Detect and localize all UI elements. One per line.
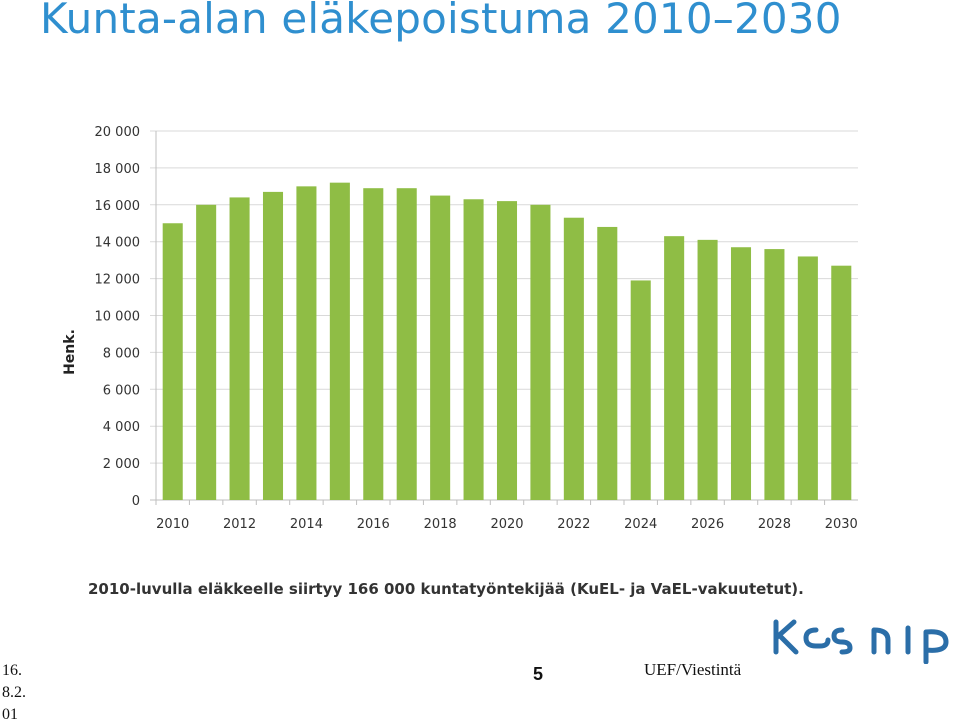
y-tick-label: 10 000 bbox=[95, 310, 141, 325]
page-number: 5 bbox=[533, 664, 544, 684]
slide-title: Kunta-alan eläkepoistuma 2010–2030 bbox=[40, 0, 842, 43]
x-tick-label: 2012 bbox=[223, 517, 256, 532]
y-tick-label: 2 000 bbox=[103, 457, 140, 472]
bar-2023 bbox=[597, 226, 618, 500]
footer-date: 16.8.2.01 bbox=[2, 662, 26, 723]
x-tick-label: 2030 bbox=[825, 517, 858, 532]
bar-2026 bbox=[697, 239, 718, 501]
y-tick-label: 14 000 bbox=[95, 236, 141, 251]
x-tick-label: 2018 bbox=[424, 517, 457, 532]
bars bbox=[162, 182, 852, 501]
x-tick-label: 2020 bbox=[490, 517, 523, 532]
x-tick-label: 2016 bbox=[357, 517, 390, 532]
bar-2013 bbox=[262, 191, 284, 500]
x-tick-labels: 2010 2012 2014 2016 2018 2020 2022 2024 2026 2028… bbox=[156, 517, 858, 532]
x-tick-label: 2022 bbox=[557, 517, 590, 532]
bar-2010 bbox=[162, 223, 183, 500]
bar-2015 bbox=[329, 182, 350, 500]
x-tick-label: 2010 bbox=[156, 517, 189, 532]
bar-2016 bbox=[363, 188, 384, 500]
bar-2018 bbox=[430, 195, 451, 500]
x-tick-label: 2028 bbox=[758, 517, 791, 532]
y-tick-label: 18 000 bbox=[95, 162, 141, 177]
bar-2011 bbox=[196, 204, 217, 501]
keva-logo bbox=[773, 619, 949, 664]
x-tick-label: 2014 bbox=[290, 517, 323, 532]
bar-2025 bbox=[664, 236, 685, 501]
bar-2014 bbox=[296, 186, 317, 500]
y-tick-labels: 0 2 000 4 000 6 000 8 000 10 000 12 000 14 000 1… bbox=[95, 125, 141, 509]
x-tick-label: 2024 bbox=[624, 517, 657, 532]
y-tick-label: 20 000 bbox=[95, 125, 141, 140]
bar-2022 bbox=[563, 217, 584, 500]
bar-2030 bbox=[831, 265, 852, 500]
chart-caption: 2010-luvulla eläkkeelle siirtyy 166 000 … bbox=[88, 580, 804, 598]
bar-2012 bbox=[229, 197, 250, 501]
x-tick-label: 2026 bbox=[691, 517, 724, 532]
bar-2028 bbox=[764, 249, 785, 500]
bar-2020 bbox=[496, 201, 518, 501]
y-tick-label: 8 000 bbox=[103, 346, 140, 361]
bar-2029 bbox=[797, 256, 818, 500]
y-tick-label: 12 000 bbox=[95, 273, 141, 288]
y-tick-label: 4 000 bbox=[103, 420, 140, 435]
y-tick-label: 16 000 bbox=[95, 199, 141, 214]
bar-2027 bbox=[730, 247, 752, 500]
bar-2017 bbox=[396, 188, 417, 500]
y-tick-label: 0 bbox=[132, 494, 140, 509]
y-axis-label: Henk. bbox=[62, 329, 78, 375]
bar-2024 bbox=[630, 280, 651, 500]
bar-2019 bbox=[463, 199, 484, 500]
y-tick-label: 6 000 bbox=[103, 383, 140, 398]
footer-organization: UEF/Viestintä bbox=[644, 660, 742, 679]
bar-2021 bbox=[530, 204, 551, 501]
